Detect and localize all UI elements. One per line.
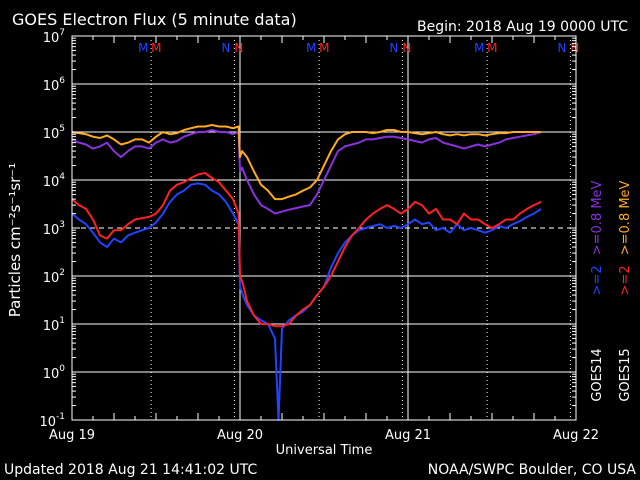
x-axis-label: Universal Time xyxy=(276,443,373,458)
eclipse-marker-label-3-1: N xyxy=(402,41,411,55)
y-axis-label: Particles cm⁻²s⁻¹sr⁻¹ xyxy=(6,163,24,317)
legend-energy-2-goes15: >=2 xyxy=(618,265,633,295)
legend-energy-label-mev: >=2 >=0.8 MeV xyxy=(590,180,605,295)
eclipse-marker-label-5-1: N xyxy=(570,41,579,55)
x-tick-label-0: Aug 19 xyxy=(49,428,95,443)
legend-energy-2-goes14: >=2 xyxy=(590,265,605,295)
series-line-1 xyxy=(71,124,541,201)
legend-satellite-goes14: GOES14 xyxy=(590,348,605,401)
series-lines xyxy=(71,124,542,421)
eclipse-marker-label-3-0: N xyxy=(389,41,398,55)
y-tick-label-5: 104 xyxy=(43,172,66,190)
y-tick-label-8: 107 xyxy=(43,28,65,46)
credit-label: NOAA/SWPC Boulder, CO USA xyxy=(428,462,637,478)
eclipse-marker-label-0-1: M xyxy=(151,41,161,55)
y-tick-label-4: 103 xyxy=(43,220,65,238)
y-tick-label-3: 102 xyxy=(43,268,65,286)
y-tick-label-1: 100 xyxy=(43,364,66,382)
eclipse-marker-label-4-1: M xyxy=(487,41,497,55)
legend-energy-08-goes15: >=0.8 MeV xyxy=(618,180,633,255)
y-tick-label-6: 105 xyxy=(43,124,65,142)
axis-ticks: 10-1 100 101 102 103 104 105 106 107 Aug 19 Aug 20… xyxy=(39,28,599,443)
x-tick-label-3: Aug 22 xyxy=(553,428,599,443)
legend-energy-08-goes14: >=0.8 MeV xyxy=(590,180,605,255)
legend: >=2 >=0.8 MeV >=2 >=0.8 MeV GOES14 GOES1… xyxy=(590,180,633,401)
legend-energy-label-goes15: >=2 >=0.8 MeV xyxy=(618,180,633,295)
eclipse-marker-label-5-0: N xyxy=(557,41,566,55)
y-axis-label-group: Particles cm⁻²s⁻¹sr⁻¹ xyxy=(6,163,24,317)
y-tick-label-7: 106 xyxy=(43,76,66,94)
eclipse-marker-label-1-0: N xyxy=(221,41,230,55)
eclipse-marker-label-2-0: M xyxy=(306,41,316,55)
eclipse-marker-label-2-1: M xyxy=(319,41,329,55)
x-tick-label-2: Aug 21 xyxy=(385,428,431,443)
legend-satellite-goes15: GOES15 xyxy=(618,348,633,401)
updated-timestamp: Updated 2018 Aug 21 14:41:02 UTC xyxy=(4,462,257,478)
eclipse-marker-label-1-1: N xyxy=(234,41,243,55)
series-line-3 xyxy=(71,172,542,328)
chart-title: GOES Electron Flux (5 minute data) xyxy=(12,10,297,29)
x-tick-label-1: Aug 20 xyxy=(217,428,263,443)
y-tick-label-2: 101 xyxy=(43,316,65,334)
eclipse-marker-label-4-0: M xyxy=(474,41,484,55)
eclipse-marker-label-0-0: M xyxy=(138,41,148,55)
y-tick-label-0: 10-1 xyxy=(39,412,65,430)
series-line-0 xyxy=(71,129,542,215)
begin-date-label: Begin: 2018 Aug 19 0000 UTC xyxy=(417,19,628,35)
